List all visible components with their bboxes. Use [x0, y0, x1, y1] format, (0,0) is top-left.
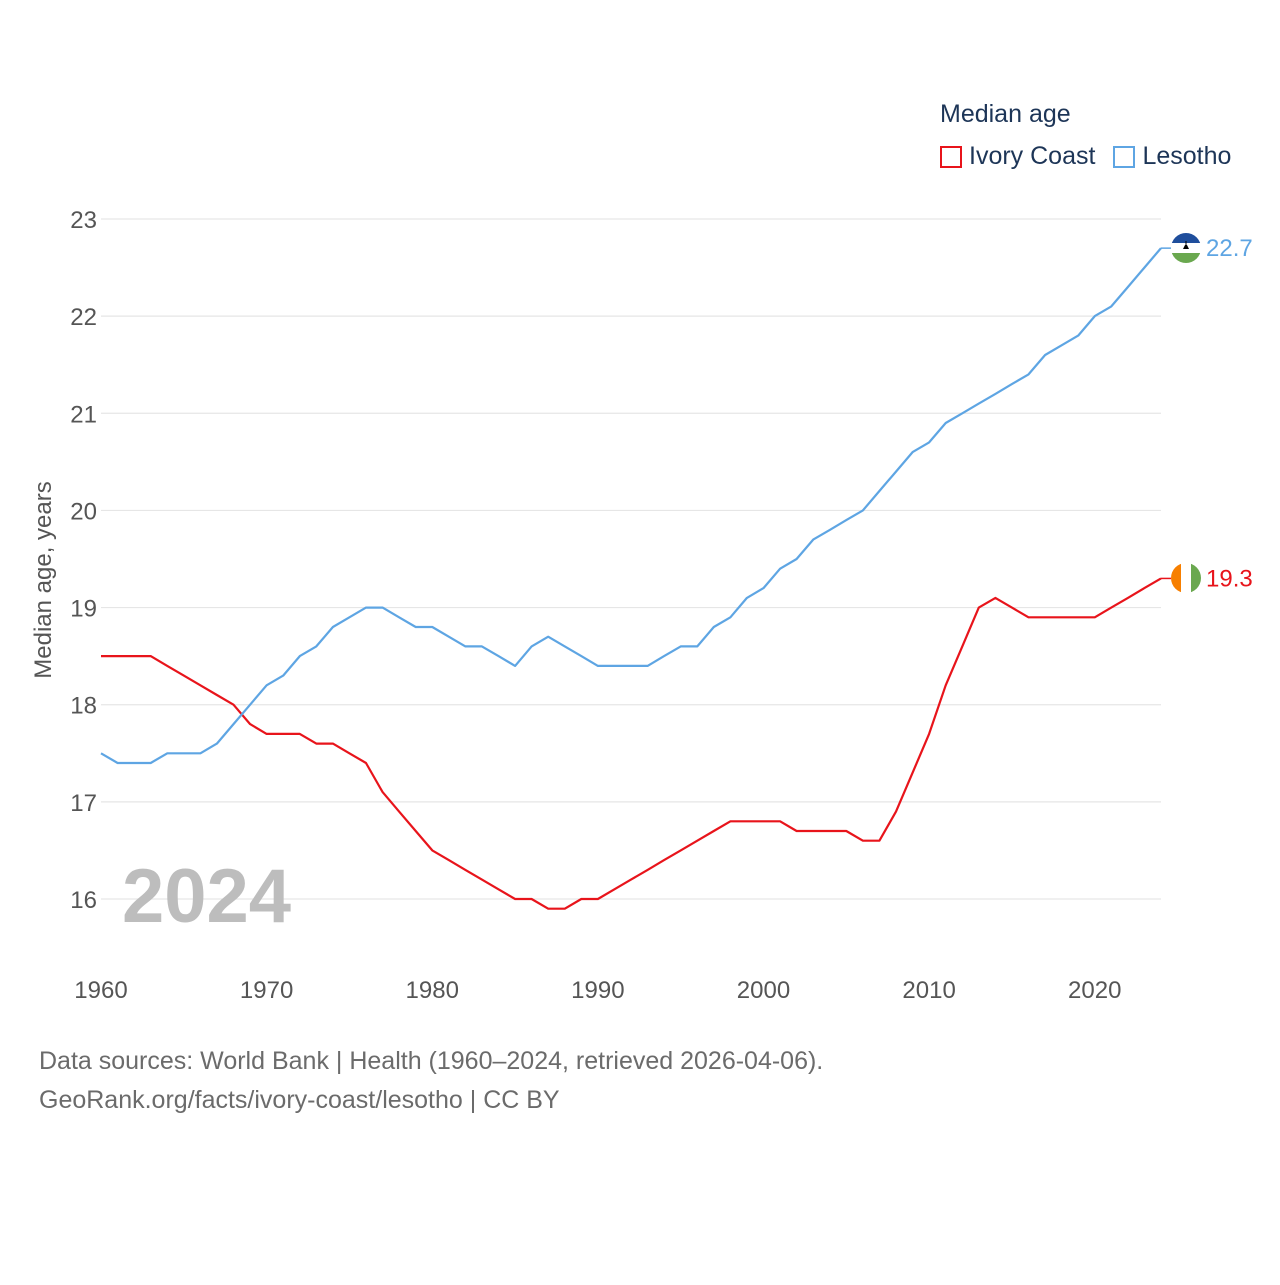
series-lines [100, 247, 1162, 910]
series-line-lesotho [100, 247, 1162, 765]
y-tick-label: 20 [70, 498, 97, 525]
legend-label-ivory-coast: Ivory Coast [969, 142, 1096, 170]
x-tick-label: 2000 [737, 977, 790, 1004]
axes: 16 17 18 19 20 21 22 23 1960 1970 1980 1990 2000 2010… [30, 207, 1121, 1004]
end-value-label-lesotho: 22.7 [1206, 235, 1253, 262]
y-tick-label: 21 [70, 401, 97, 428]
y-axis-label: Median age, years [30, 481, 57, 678]
ivory-coast-flag-icon [1171, 563, 1201, 593]
series-line-ivory-coast [101, 577, 1162, 910]
y-tick-label: 17 [70, 790, 97, 817]
legend-swatch-lesotho [1113, 145, 1136, 168]
x-tick-label: 2010 [902, 977, 955, 1004]
x-tick-label: 1970 [240, 977, 293, 1004]
x-tick-label: 1980 [406, 977, 459, 1004]
y-tick-label: 16 [70, 887, 97, 914]
footer: Data sources: World Bank | Health (1960–… [39, 1042, 823, 1120]
grid-lines [101, 218, 1161, 900]
y-tick-label: 23 [70, 207, 97, 234]
legend-label-lesotho: Lesotho [1142, 142, 1232, 170]
legend-title: Median age [940, 100, 1071, 128]
x-tick-label: 1990 [571, 977, 624, 1004]
y-tick-label: 22 [70, 304, 97, 331]
legend-item-lesotho[interactable]: Lesotho [1113, 142, 1231, 171]
end-labels: 19.3 22.7 [1161, 235, 1253, 592]
year-watermark: 2024 [122, 854, 291, 939]
end-value-label-ivory-coast: 19.3 [1206, 565, 1253, 592]
legend-swatch-ivory-coast [940, 145, 962, 168]
footer-sources: Data sources: World Bank | Health (1960–… [39, 1047, 824, 1075]
y-tick-label: 18 [70, 693, 97, 720]
x-tick-label: 1960 [74, 977, 127, 1004]
x-tick-label: 2020 [1068, 977, 1121, 1004]
legend: Ivory Coast Lesotho [940, 142, 1249, 171]
legend-item-ivory-coast[interactable]: Ivory Coast [940, 142, 1095, 171]
y-tick-label: 19 [70, 596, 97, 623]
footer-link: GeoRank.org/facts/ivory-coast/lesotho | … [39, 1086, 560, 1114]
lesotho-flag-icon [1171, 233, 1201, 263]
